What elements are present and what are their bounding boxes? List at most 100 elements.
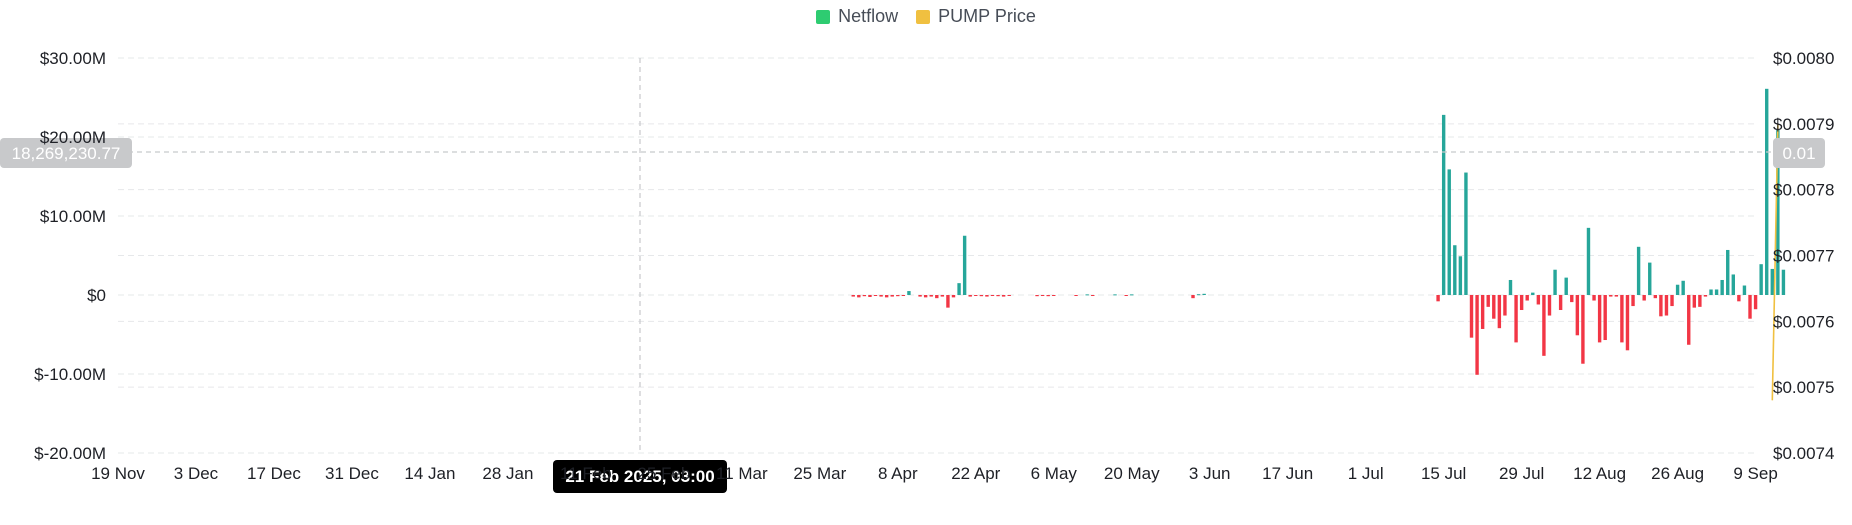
x-tick-label: 29 Jul bbox=[1499, 464, 1544, 483]
netflow-bar bbox=[1709, 289, 1713, 295]
netflow-bar bbox=[996, 295, 1000, 297]
x-tick-label: 6 May bbox=[1031, 464, 1078, 483]
netflow-bar bbox=[929, 295, 933, 297]
x-tick-label: 1 Jul bbox=[1348, 464, 1384, 483]
netflow-bar bbox=[935, 295, 939, 299]
netflow-bar bbox=[985, 295, 989, 297]
x-tick-label: 14 Jan bbox=[404, 464, 455, 483]
netflow-bar bbox=[968, 295, 972, 297]
netflow-bar bbox=[951, 295, 956, 298]
pump-price-line bbox=[1771, 123, 1779, 401]
x-tick-label: 12 Aug bbox=[1573, 464, 1626, 483]
netflow-bar bbox=[946, 295, 950, 308]
netflow-bar bbox=[940, 295, 945, 297]
legend-item-pump-price[interactable]: PUMP Price bbox=[916, 6, 1036, 27]
netflow-bar bbox=[1776, 129, 1780, 295]
y-right-tick-label: $0.0079 bbox=[1773, 115, 1834, 134]
x-tick-label: 11 Feb bbox=[560, 464, 612, 483]
netflow-bar bbox=[1085, 294, 1089, 296]
netflow-bar bbox=[1631, 295, 1635, 307]
netflow-bar bbox=[1542, 295, 1546, 356]
netflow-bar bbox=[1620, 295, 1624, 343]
netflow-bar bbox=[979, 295, 984, 297]
netflow-bar bbox=[1642, 295, 1646, 301]
crosshair-date-label: 21 Feb 2025, 03:00 bbox=[565, 467, 714, 486]
y-left-tick-label: $-20.00M bbox=[34, 444, 106, 463]
x-tick-label: 17 Dec bbox=[247, 464, 301, 483]
netflow-bar bbox=[1531, 292, 1535, 295]
crosshair-right-label-box bbox=[1773, 138, 1825, 168]
netflow-bar bbox=[1547, 295, 1552, 316]
netflow-bar bbox=[1609, 295, 1613, 297]
netflow-bar bbox=[1046, 295, 1050, 297]
netflow-bar bbox=[1536, 295, 1541, 305]
netflow-bar bbox=[918, 295, 922, 297]
x-tick-label: 25 Feb bbox=[637, 464, 690, 483]
netflow-bar bbox=[1765, 88, 1769, 295]
netflow-bar bbox=[1581, 295, 1585, 364]
netflow-bar bbox=[1703, 295, 1708, 297]
netflow-bar bbox=[1074, 295, 1078, 296]
netflow-bar bbox=[1480, 295, 1485, 329]
netflow-bar bbox=[884, 295, 889, 298]
netflow-bar bbox=[1592, 295, 1596, 301]
x-tick-label: 22 Apr bbox=[951, 464, 1000, 483]
netflow-bar bbox=[1007, 295, 1011, 296]
x-tick-label: 11 Mar bbox=[716, 464, 768, 483]
netflow-bar bbox=[974, 295, 978, 296]
netflow-bar bbox=[1726, 249, 1730, 295]
netflow-bar bbox=[1525, 295, 1529, 301]
netflow-bar bbox=[1575, 295, 1580, 336]
netflow-bar bbox=[1469, 295, 1474, 338]
netflow-bar bbox=[873, 295, 878, 296]
x-tick-label: 28 Jan bbox=[482, 464, 533, 483]
netflow-bars bbox=[851, 88, 1786, 375]
netflow-bar bbox=[1441, 114, 1446, 295]
netflow-bar bbox=[851, 295, 855, 297]
netflow-bar bbox=[1692, 295, 1697, 308]
x-tick-label: 3 Jun bbox=[1189, 464, 1231, 483]
netflow-bar bbox=[1508, 279, 1513, 295]
netflow-bar bbox=[957, 283, 961, 295]
netflow-bar bbox=[1052, 295, 1056, 296]
netflow-bar bbox=[1748, 295, 1752, 319]
netflow-bar bbox=[896, 295, 900, 297]
netflow-bar bbox=[1202, 293, 1206, 295]
netflow-bar bbox=[1497, 295, 1502, 329]
netflow-bar bbox=[1492, 295, 1496, 319]
legend-item-netflow[interactable]: Netflow bbox=[816, 6, 898, 27]
netflow-bar bbox=[923, 295, 928, 298]
netflow-bar bbox=[868, 295, 872, 297]
netflow-bar bbox=[1475, 295, 1479, 375]
netflow-bar bbox=[1113, 294, 1117, 296]
netflow-bar bbox=[962, 235, 967, 295]
legend-label-netflow: Netflow bbox=[838, 6, 899, 26]
netflow-bar bbox=[1753, 295, 1758, 310]
netflow-bar bbox=[901, 295, 906, 296]
netflow-bar bbox=[1770, 268, 1774, 295]
legend: Netflow PUMP Price bbox=[0, 6, 1852, 27]
netflow-bar bbox=[990, 295, 995, 296]
x-tick-label: 25 Mar bbox=[793, 464, 846, 483]
y-left-tick-label: $30.00M bbox=[40, 49, 106, 68]
netflow-bar bbox=[1714, 289, 1719, 295]
x-tick-label: 3 Dec bbox=[174, 464, 219, 483]
y-left-tick-label: $10.00M bbox=[40, 207, 106, 226]
netflow-bar bbox=[1636, 246, 1641, 295]
netflow-bar bbox=[1191, 295, 1195, 299]
y-left-tick-label: $0 bbox=[87, 286, 106, 305]
netflow-bar bbox=[1196, 294, 1201, 296]
netflow-bar bbox=[1603, 295, 1607, 341]
x-tick-label: 26 Aug bbox=[1651, 464, 1704, 483]
netflow-bar bbox=[1040, 295, 1045, 296]
netflow-bar bbox=[1698, 295, 1702, 307]
netflow-bar bbox=[1558, 295, 1563, 311]
x-tick-label: 9 Sep bbox=[1733, 464, 1777, 483]
netflow-bar bbox=[879, 295, 883, 297]
netflow-bar bbox=[862, 295, 867, 297]
netflow-bar bbox=[907, 291, 911, 295]
netflow-bar bbox=[1453, 245, 1457, 295]
netflow-bar bbox=[857, 295, 861, 298]
